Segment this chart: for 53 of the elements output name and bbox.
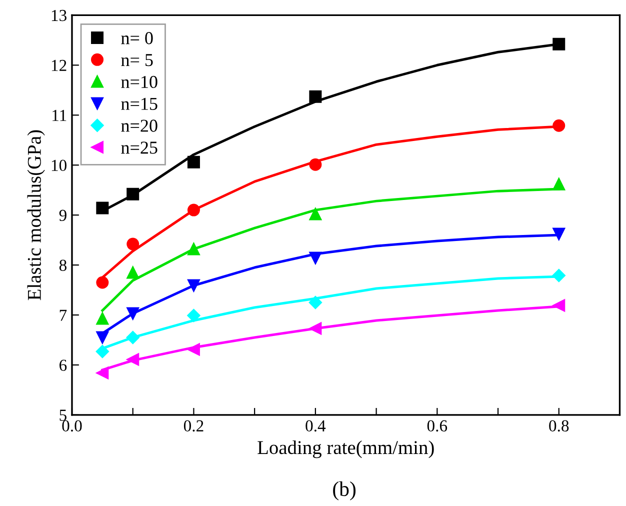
point [187,204,200,216]
point [96,366,109,380]
point [309,90,322,103]
y-tick-label: 11 [52,110,66,121]
y-axis-title: Elastic modulus(GPa) [27,130,45,300]
point [552,268,566,282]
point [309,158,322,171]
y-tick-label: 10 [52,160,66,172]
point [187,343,200,356]
legend-label: n= 0 [121,32,153,44]
point [309,252,322,264]
point [309,208,322,220]
point [552,228,566,240]
legend-label: n= 5 [121,54,153,66]
point [126,307,140,320]
point [126,266,140,279]
point [552,38,566,50]
point [309,322,322,335]
text: (b) [333,481,356,500]
point [552,178,566,190]
legend-label: n=10 [121,76,158,88]
y-tick-label: 8 [59,260,66,271]
point [187,242,200,256]
point [187,279,200,292]
point [187,156,200,168]
legend-label: n=20 [121,120,158,132]
y-tick-label: 6 [60,360,67,371]
y-tick-label: 9 [59,210,66,221]
point [96,344,110,358]
x-tick-label: 0.4 [306,420,326,432]
point [96,331,109,344]
legend-label: n=15 [121,98,158,110]
point [187,308,200,322]
point [96,312,109,325]
point [96,202,109,214]
x-tick-label: 0.2 [184,420,204,432]
point [308,296,322,310]
y-tick-label: 5 [60,410,66,421]
y-tick-label: 12 [52,60,66,71]
x-tick-label: 0.6 [427,420,448,432]
point [552,119,566,132]
y-tick-label: 7 [60,310,67,321]
point [126,188,140,200]
x-axis-title: Loading rate(mm/min) [258,440,434,458]
point [126,238,140,250]
point [96,276,109,289]
point [126,330,140,344]
x-tick-label: 0.0 [62,420,82,432]
point [126,353,140,366]
point [552,299,566,312]
y-tick-label: 13 [52,10,66,22]
legend-label: n=25 [121,142,158,154]
x-tick-label: 0.8 [549,420,569,432]
